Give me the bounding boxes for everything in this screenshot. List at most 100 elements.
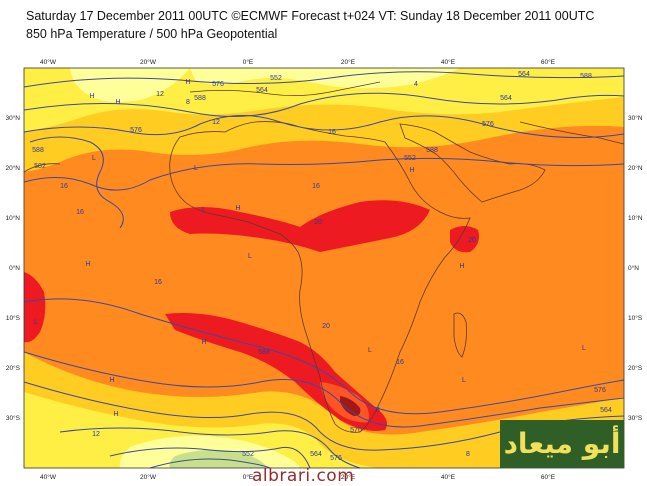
isotherm-label: 16 bbox=[76, 209, 84, 216]
isotherm-label: 20 bbox=[314, 219, 322, 226]
top-longitude-labels: 40°W 20°W 0°E 20°E 40°E 60°E bbox=[40, 58, 556, 66]
geopotential-label: 564 bbox=[600, 407, 612, 414]
site-watermark: albrari.com bbox=[252, 466, 355, 486]
east-africa-red-patch bbox=[450, 226, 479, 253]
lon-tick-label-bottom: 20°E bbox=[341, 473, 356, 481]
central-africa-red-zone bbox=[170, 200, 430, 252]
geopotential-label: 576 bbox=[330, 455, 342, 462]
right-latitude-labels: 30°N 20°N 10°N 0°N 10°S 20°S 30°S bbox=[628, 114, 643, 422]
lat-tick-label-right: 0°N bbox=[628, 264, 639, 272]
isotherm-label: 20 bbox=[468, 237, 476, 244]
geopotential-label: 588 bbox=[194, 95, 206, 102]
contour-582-west bbox=[29, 136, 124, 229]
pressure-marker: L bbox=[248, 253, 252, 260]
logo-text: أبو ميعاد bbox=[503, 427, 621, 460]
lat-tick-label-left: 30°N bbox=[5, 114, 20, 122]
lat-tick-label-left: 20°N bbox=[5, 164, 20, 172]
arabia-coastline bbox=[399, 123, 546, 203]
geopotential-label: 552 bbox=[404, 155, 416, 162]
coastlines bbox=[23, 81, 625, 433]
weather-map: 40°W 20°W 0°E 20°E 40°E 60°E 40°W 20°W 0°E 20°E 4… bbox=[0, 52, 647, 486]
pressure-marker: H bbox=[235, 205, 240, 212]
isotherm-label: 16 bbox=[60, 183, 68, 190]
contour-570-south bbox=[59, 427, 361, 469]
lat-tick-label-right: 20°N bbox=[628, 164, 643, 172]
lat-tick-label-left: 0°N bbox=[9, 264, 20, 272]
pressure-marker: H bbox=[113, 411, 118, 418]
geopotential-contours bbox=[23, 71, 625, 469]
contour-576 bbox=[23, 115, 625, 139]
isotherm-label: 16 bbox=[396, 359, 404, 366]
geopotential-label: 564 bbox=[518, 71, 530, 78]
map-frame bbox=[23, 67, 625, 469]
pressure-marker: L bbox=[92, 155, 96, 162]
geopotential-label: 570 bbox=[350, 427, 362, 434]
lon-tick-label-bottom: 0°E bbox=[243, 473, 254, 481]
isotherm-label: 4 bbox=[414, 81, 418, 88]
geopotential-label: 564 bbox=[256, 87, 268, 94]
southern-africa-hot-core bbox=[340, 396, 361, 416]
lat-tick-label-right: 10°S bbox=[628, 314, 643, 322]
geopotential-label: 564 bbox=[310, 451, 322, 458]
lon-tick-label-bottom: 40°E bbox=[441, 473, 456, 481]
asia-coastline bbox=[519, 121, 625, 145]
south-yellow-band bbox=[24, 392, 380, 468]
atlantic-red-patch bbox=[24, 272, 46, 343]
geopotential-label: 588 bbox=[580, 73, 592, 80]
north-yellow-band bbox=[24, 68, 624, 132]
lat-tick-label-right: 30°N bbox=[628, 114, 643, 122]
pressure-marker: H bbox=[109, 377, 114, 384]
bottom-longitude-labels: 40°W 20°W 0°E 20°E 40°E 60°E bbox=[40, 473, 556, 481]
pressure-marker: H bbox=[115, 99, 120, 106]
geopotential-label: 552 bbox=[242, 451, 254, 458]
contour-564-south bbox=[109, 446, 311, 469]
lon-tick-label-top: 60°E bbox=[541, 58, 556, 66]
lat-tick-label-left: 10°N bbox=[5, 214, 20, 222]
geopotential-label: 564 bbox=[500, 95, 512, 102]
isotherm-labels: 4 8 12 12 16 16 16 16 16 16 20 20 20 12 8 8 bbox=[60, 81, 476, 458]
isotherm-label: 16 bbox=[154, 279, 162, 286]
lon-tick-label-top: 0°E bbox=[243, 58, 254, 66]
forecast-title: Saturday 17 December 2011 00UTC ©ECMWF F… bbox=[26, 9, 595, 23]
pressure-marker: L bbox=[194, 165, 198, 172]
africa-coastline bbox=[169, 121, 471, 433]
pressure-marker: H bbox=[409, 167, 414, 174]
lon-tick-label-top: 40°E bbox=[441, 58, 456, 66]
pressure-marker: L bbox=[34, 319, 38, 326]
geopotential-label: 576 bbox=[594, 387, 606, 394]
pressure-marker: H bbox=[185, 79, 190, 86]
contour-564 bbox=[23, 92, 625, 117]
lat-tick-label-left: 20°S bbox=[6, 364, 21, 372]
contour-552 bbox=[23, 71, 625, 88]
isotherm-label: 16 bbox=[328, 129, 336, 136]
lon-tick-label-bottom: 40°W bbox=[40, 473, 57, 481]
temperature-field bbox=[24, 68, 624, 468]
forecast-subtitle: 850 hPa Temperature / 500 hPa Geopotenti… bbox=[26, 27, 278, 41]
isotherm-label: 8 bbox=[466, 451, 470, 458]
lon-tick-label-top: 20°E bbox=[341, 58, 356, 66]
geopotential-label: 576 bbox=[212, 81, 224, 88]
contour-588 bbox=[23, 157, 625, 191]
lat-tick-label-right: 10°N bbox=[628, 214, 643, 222]
isotherm-label: 12 bbox=[212, 119, 220, 126]
lat-tick-label-right: 20°S bbox=[628, 364, 643, 372]
lon-tick-label-top: 40°W bbox=[40, 58, 57, 66]
northwest-light-patch bbox=[70, 68, 190, 103]
pressure-marker: H bbox=[89, 93, 94, 100]
america-coastline-fragment bbox=[23, 163, 61, 173]
contour-552-south bbox=[149, 458, 271, 469]
geopotential-label: 588 bbox=[258, 349, 270, 356]
pressure-markers: H H H L L H L H L H L H L H L H L H bbox=[34, 79, 586, 418]
left-latitude-labels: 30°N 20°N 10°N 0°N 10°S 20°S 30°S bbox=[5, 114, 20, 422]
geopotential-label: 582 bbox=[34, 163, 46, 170]
pressure-marker: H bbox=[85, 261, 90, 268]
geopotential-label: 576 bbox=[482, 121, 494, 128]
contour-582-south bbox=[23, 351, 625, 428]
isotherm-label: 8 bbox=[376, 407, 380, 414]
lat-tick-label-left: 30°S bbox=[6, 414, 21, 422]
pressure-marker: L bbox=[582, 345, 586, 352]
pressure-marker: L bbox=[368, 347, 372, 354]
pressure-marker: H bbox=[459, 263, 464, 270]
pressure-marker: L bbox=[462, 377, 466, 384]
